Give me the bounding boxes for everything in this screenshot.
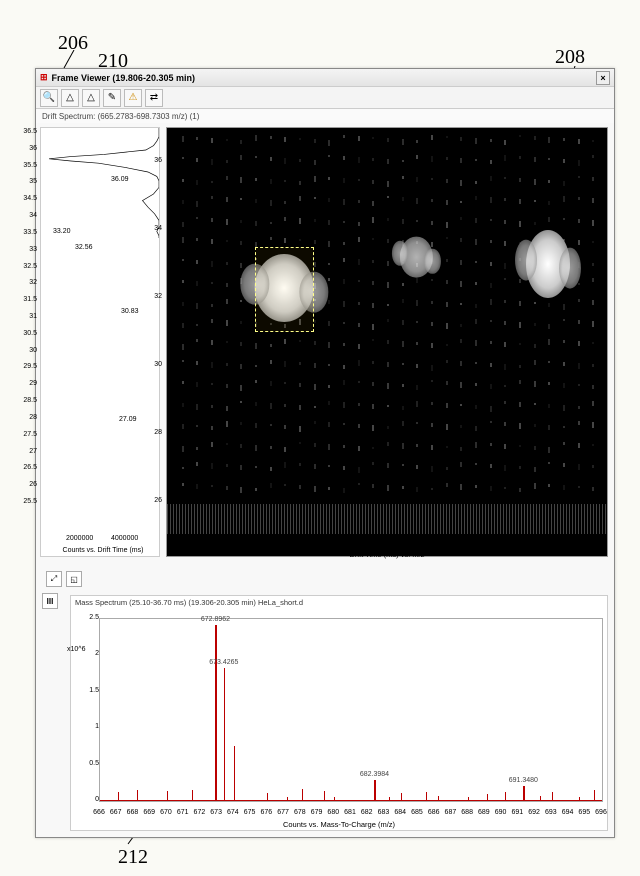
reset-icon[interactable]: ◱ (66, 571, 82, 587)
heatmap-xlabel: Drift Time (ms) vs. m/z (167, 550, 607, 559)
brush-icon[interactable]: ✎ (103, 89, 121, 107)
close-button[interactable]: × (596, 71, 610, 85)
info-text: Drift Spectrum: (665.2783-698.7303 m/z) … (42, 112, 199, 121)
magnify-icon[interactable]: 🔍 (40, 89, 58, 107)
drift-trace (49, 128, 159, 238)
drift-xlabel: Counts vs. Drift Time (ms) (49, 547, 157, 554)
warn-icon[interactable]: ⚠ (124, 89, 142, 107)
plot-mini-buttons: ⤢ ◱ (46, 571, 82, 587)
heatmap-plot[interactable]: 670675680685690695 Drift Time (ms) vs. m… (166, 127, 608, 557)
info-bar: Drift Spectrum: (665.2783-698.7303 m/z) … (36, 109, 614, 123)
spectrum-mode-icon[interactable]: III (42, 593, 58, 609)
spectrum-title: Mass Spectrum (25.10-36.70 ms) (19.306-2… (71, 596, 607, 609)
heatmap-inner (167, 128, 607, 534)
spectrum-plot[interactable]: Mass Spectrum (25.10-36.70 ms) (19.306-2… (70, 595, 608, 831)
spectrum-canvas: 672.8962673.4265682.3984691.3480 (99, 618, 603, 802)
selection-box[interactable] (255, 247, 314, 332)
drift-time-plot[interactable]: 36.53635.53534.53433.53332.53231.53130.5… (40, 127, 160, 557)
expand-icon[interactable]: ⤢ (46, 571, 62, 587)
frame-viewer-window: ⊞ Frame Viewer (19.806-20.305 min) × 🔍 △… (35, 68, 615, 838)
triangle-icon[interactable]: △ (82, 89, 100, 107)
arrow-206 (62, 50, 80, 70)
window-title: Frame Viewer (19.806-20.305 min) (52, 73, 195, 83)
triangle-icon[interactable]: △ (61, 89, 79, 107)
swap-icon[interactable]: ⇄ (145, 89, 163, 107)
spectrum-xlabel: Counts vs. Mass-To-Charge (m/z) (71, 820, 607, 829)
window-icon: ⊞ (40, 72, 48, 83)
titlebar: ⊞ Frame Viewer (19.806-20.305 min) × (36, 69, 614, 87)
content-area: 36.53635.53534.53433.53332.53231.53130.5… (36, 123, 614, 837)
toolbar: 🔍 △ △ ✎ ⚠ ⇄ (36, 87, 614, 109)
drift-yticks: 36.53635.53534.53433.53332.53231.53130.5… (17, 128, 39, 526)
